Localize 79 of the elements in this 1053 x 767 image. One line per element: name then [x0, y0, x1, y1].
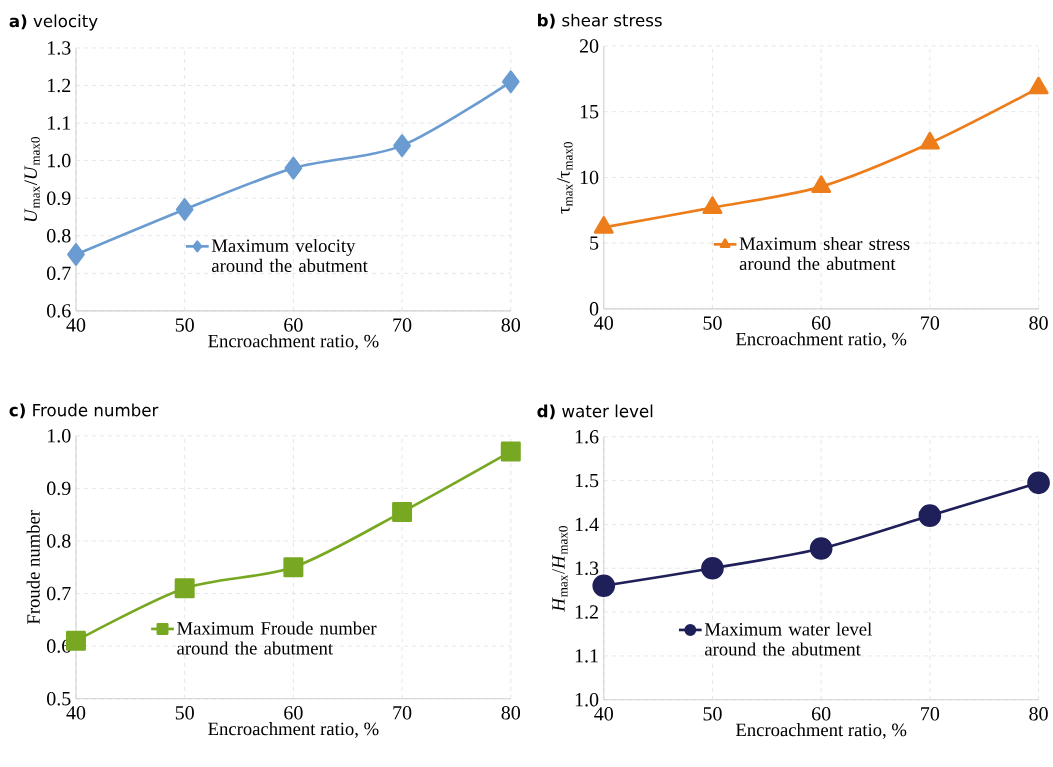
point [593, 216, 614, 234]
point [392, 502, 413, 523]
y-tick-label: 0.9 [47, 481, 71, 496]
y-tick-label: 1.2 [48, 78, 71, 93]
x-tick-label: 70 [921, 707, 940, 721]
y-tick-label: 1.3 [48, 41, 71, 55]
point [393, 134, 411, 158]
point [500, 441, 521, 462]
y-tick-label: 1.1 [48, 116, 71, 130]
x-tick-label: 80 [501, 706, 521, 720]
y-axis-title: Froude number [26, 510, 40, 625]
point [175, 198, 194, 221]
x-tick-label: 40 [594, 707, 613, 721]
point [592, 574, 616, 598]
point [811, 175, 832, 194]
x-tick-label: 60 [284, 706, 303, 720]
x-tick-label: 40 [66, 706, 86, 720]
x-tick-label: 70 [921, 316, 940, 330]
chart-title: b) shear stress [538, 13, 662, 29]
y-tick-label: 10 [580, 170, 599, 185]
y-tick-label: 0.9 [47, 191, 71, 206]
chart-title: c) Froude number [9, 403, 159, 419]
point [67, 243, 85, 267]
x-tick-label: 70 [393, 318, 412, 332]
y-tick-label: 0.7 [47, 266, 71, 281]
y-tick-label: 1.5 [575, 474, 599, 488]
y-axis-title: U$_{max}$/U$_{max0}$ [24, 137, 40, 222]
y-tick-label: 0.8 [47, 534, 71, 548]
y-tick-label: 0.6 [47, 304, 71, 318]
x-tick-label: 40 [594, 316, 613, 330]
x-tick-label: 80 [501, 318, 521, 332]
y-tick-label: 0.7 [47, 586, 71, 601]
x-tick-label: 80 [1029, 316, 1048, 330]
point [501, 70, 520, 94]
y-tick-label: 1.0 [575, 693, 599, 707]
y-tick-label: 1.3 [575, 561, 599, 576]
y-tick-label: 1.4 [575, 517, 599, 532]
point [701, 557, 724, 580]
point [1027, 471, 1050, 495]
x-tick-label: 50 [175, 706, 194, 720]
y-tick-label: 15 [580, 105, 599, 119]
x-tick-label: 80 [1029, 707, 1048, 721]
x-tick-label: 50 [175, 318, 194, 332]
x-axis-title: Encroachment ratio, % [735, 332, 907, 349]
x-tick-label: 60 [812, 707, 831, 721]
x-tick-label: 70 [393, 706, 412, 720]
chart-title: a) velocity [9, 14, 98, 31]
x-axis-title: Encroachment ratio, % [735, 723, 907, 740]
y-tick-label: 0 [589, 302, 599, 316]
y-tick-label: 0.5 [47, 692, 71, 706]
x-tick-label: 50 [703, 316, 722, 330]
legend-label: Maximum Froude number around the abutment [177, 621, 377, 655]
x-tick-label: 40 [66, 318, 86, 332]
y-tick-label: 1.0 [48, 154, 71, 168]
legend-label: Maximum shear stress around the abutment [739, 237, 910, 271]
y-tick-label: 1.1 [575, 649, 598, 663]
point [702, 196, 723, 215]
point [284, 156, 303, 180]
legend-label: Maximum water level around the abutment [704, 622, 872, 656]
y-tick-label: 0.8 [47, 229, 71, 243]
point [809, 537, 833, 561]
y-axis-title: τ$_{max}$/τ$_{max0}$ [557, 142, 573, 214]
point [918, 504, 942, 528]
y-tick-label: 1.0 [48, 429, 71, 443]
chart-title: d) water level [537, 404, 653, 420]
point [174, 578, 195, 599]
point [919, 132, 940, 150]
point [1028, 76, 1049, 95]
x-tick-label: 60 [284, 318, 303, 332]
y-tick-label: 5 [590, 236, 599, 250]
point [283, 557, 304, 578]
legend-label: Maximum velocity around the abutment [211, 239, 368, 273]
y-tick-label: 20 [579, 39, 599, 53]
x-tick-label: 60 [812, 316, 831, 330]
y-tick-label: 1.2 [575, 605, 598, 619]
x-axis-title: Encroachment ratio, % [208, 334, 379, 351]
y-tick-label: 1.6 [575, 430, 599, 444]
x-tick-label: 50 [703, 707, 722, 721]
x-axis-title: Encroachment ratio, % [208, 722, 379, 739]
